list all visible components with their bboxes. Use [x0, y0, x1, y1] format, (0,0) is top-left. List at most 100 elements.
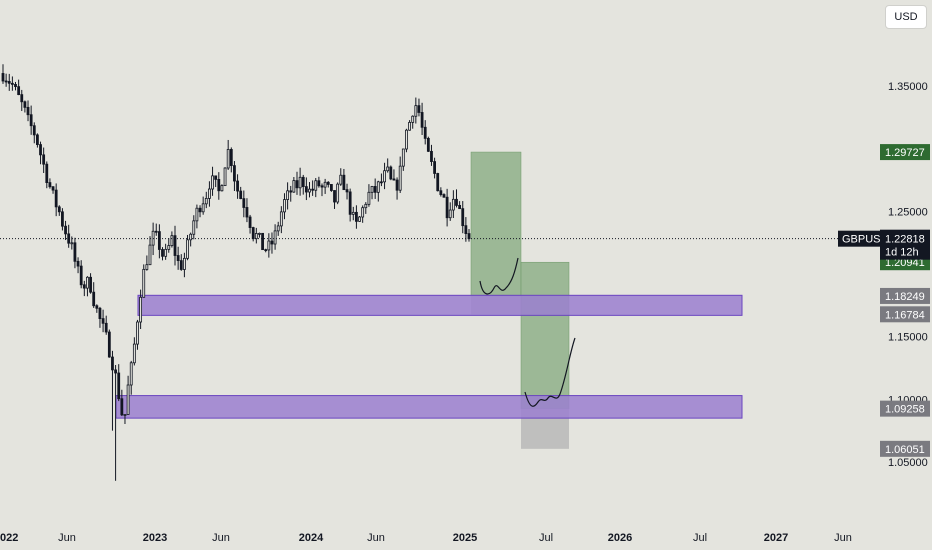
candle-body — [380, 181, 383, 184]
time-tick-label: 2027 — [764, 532, 788, 544]
candle-body — [408, 121, 411, 131]
candle — [107, 329, 111, 358]
candle-body — [411, 115, 415, 123]
symbol-label: GBPUSD — [842, 234, 889, 246]
candle — [442, 193, 446, 198]
price-tick-label: 1.05000 — [888, 457, 928, 469]
candle-body — [217, 178, 221, 192]
price-tag-bg — [880, 287, 930, 304]
candle — [361, 205, 365, 223]
candle — [226, 139, 230, 170]
candle-body — [239, 190, 243, 200]
candle-body — [89, 276, 92, 293]
candle — [129, 360, 133, 395]
time-tick-label: 2024 — [299, 532, 324, 544]
candle — [101, 309, 105, 333]
candle-body — [179, 260, 183, 270]
price-tag: 1.29727 — [880, 144, 930, 161]
candle — [214, 175, 218, 188]
candle-body — [426, 137, 430, 152]
candle — [92, 282, 96, 308]
candle-body — [398, 165, 402, 191]
candle — [23, 100, 27, 113]
candle — [173, 225, 177, 266]
candle-body — [414, 105, 418, 117]
candle — [392, 169, 396, 181]
candle — [320, 183, 324, 197]
candle — [39, 141, 42, 165]
candle-body — [129, 362, 133, 386]
candle-body — [201, 203, 205, 213]
candle-body — [420, 112, 424, 128]
candle — [420, 102, 424, 136]
candle — [461, 201, 465, 234]
candle-body — [54, 189, 58, 208]
candle-body — [395, 179, 399, 191]
lower-demand-zone — [115, 395, 743, 419]
candle — [57, 205, 61, 216]
price-tag-value: 1.06051 — [885, 444, 925, 456]
candle — [376, 180, 380, 202]
candle — [336, 182, 340, 205]
candle — [405, 128, 408, 153]
candle-body — [236, 180, 239, 192]
candle — [229, 147, 233, 173]
candle — [414, 97, 418, 124]
candle-body — [182, 257, 186, 270]
candle-body — [73, 242, 77, 262]
price-tags-layer: 1.29727 1.20941 1.18249 1.16784 1.09258 1.060… — [838, 144, 930, 457]
candle — [254, 227, 258, 244]
candle-body — [326, 181, 330, 185]
price-tick-label: 1.25000 — [888, 206, 928, 218]
candle — [20, 89, 24, 112]
candle — [98, 306, 102, 328]
candle — [261, 232, 264, 251]
candle — [114, 364, 117, 481]
candle — [36, 133, 39, 148]
candle-body — [373, 186, 377, 193]
candle-body — [295, 180, 299, 189]
candle — [223, 167, 227, 187]
candle — [373, 178, 377, 199]
candle-body — [139, 296, 143, 323]
candle-body — [430, 150, 433, 162]
currency-selector-button[interactable]: USD — [885, 5, 927, 29]
candle — [426, 136, 430, 153]
candle — [73, 237, 77, 269]
price-tag-bg — [880, 400, 930, 417]
candle-body — [170, 235, 174, 246]
candle-body — [251, 227, 255, 240]
candle — [273, 224, 277, 250]
candle — [317, 176, 321, 188]
candle — [423, 120, 427, 145]
candle — [201, 196, 205, 215]
candle — [386, 158, 390, 173]
price-tag-bg — [880, 144, 930, 161]
candle — [264, 248, 268, 253]
candle-body — [455, 198, 458, 206]
candle-body — [14, 83, 17, 88]
candle — [430, 144, 433, 166]
candle-body — [4, 80, 8, 83]
candle-body — [98, 307, 102, 319]
candle-body — [192, 220, 196, 235]
candle — [192, 215, 196, 240]
candle — [351, 206, 355, 221]
time-axis[interactable]: 022 Jun 2023 Jun 2024 Jun 2025 Jul 2026 Jul 2027 Ju… — [0, 532, 852, 544]
candle — [79, 260, 83, 289]
candle — [126, 375, 130, 415]
candle-body — [79, 265, 83, 286]
candle-body — [355, 211, 358, 222]
candle-body — [467, 233, 471, 240]
candle-body — [20, 94, 24, 103]
candle — [380, 173, 383, 187]
candle — [451, 190, 455, 219]
candle — [333, 190, 336, 209]
candle-body — [23, 101, 27, 108]
candle — [220, 184, 224, 192]
candle-body — [151, 230, 155, 246]
candle — [4, 73, 8, 87]
candle — [26, 100, 30, 122]
